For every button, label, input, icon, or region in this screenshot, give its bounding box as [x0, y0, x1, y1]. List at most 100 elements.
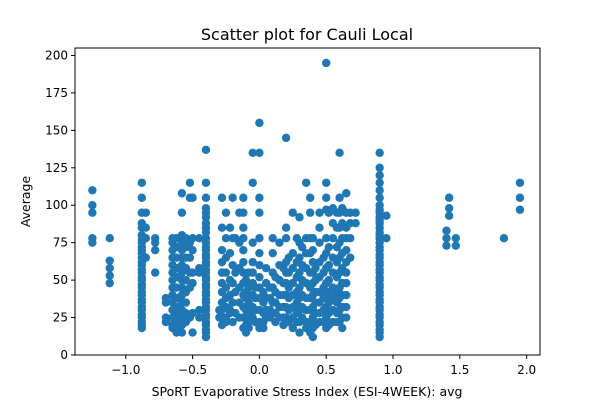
data-point [261, 263, 271, 273]
data-point [244, 323, 253, 333]
data-point [308, 245, 318, 255]
data-point [195, 313, 204, 322]
data-point [335, 148, 344, 158]
y-tick-label: 100 [45, 198, 68, 212]
data-point [342, 313, 351, 322]
data-point [221, 313, 231, 322]
data-point [515, 193, 525, 202]
data-point [346, 233, 355, 243]
data-point [188, 245, 197, 255]
data-point [239, 223, 248, 232]
data-point [451, 241, 461, 250]
data-point [259, 323, 268, 333]
data-point [342, 302, 351, 312]
y-tick-label: 50 [53, 273, 68, 287]
data-point [150, 245, 160, 255]
data-point [137, 178, 147, 187]
data-point [181, 298, 191, 307]
data-point [288, 278, 297, 288]
data-point [248, 268, 257, 277]
data-point [324, 242, 334, 252]
data-point [217, 193, 227, 202]
x-tick-label: 2.0 [517, 363, 536, 377]
data-point [375, 186, 384, 195]
y-axis-ticks: 0 25 50 75 100 125 150 175 200 [45, 48, 75, 362]
data-point [382, 211, 391, 220]
data-point [177, 328, 187, 337]
data-point [255, 260, 264, 270]
data-point [137, 193, 147, 202]
data-point [239, 233, 248, 243]
data-point [105, 263, 114, 273]
data-point [288, 263, 297, 273]
data-point [150, 238, 160, 247]
x-tick-label: −0.5 [178, 363, 207, 377]
data-point [382, 233, 391, 243]
data-point [105, 233, 114, 243]
data-point [322, 58, 331, 68]
data-point [281, 233, 291, 243]
data-point [342, 268, 351, 277]
x-tick-label: −1.0 [111, 363, 140, 377]
data-point [375, 148, 384, 158]
data-point [308, 332, 318, 342]
data-point [275, 238, 284, 247]
data-point [225, 248, 235, 258]
data-point [295, 213, 304, 222]
data-point [281, 133, 291, 143]
data-point [375, 332, 384, 342]
data-point [375, 193, 384, 202]
data-point [228, 298, 237, 307]
data-point [201, 145, 211, 155]
data-point [105, 256, 114, 265]
data-point [338, 323, 347, 333]
data-point [88, 186, 97, 195]
data-point [255, 148, 264, 158]
data-point [315, 208, 324, 217]
data-point [88, 208, 97, 217]
data-point [188, 233, 197, 243]
x-tick-label: 1.0 [383, 363, 402, 377]
data-point [342, 290, 351, 300]
data-point [248, 178, 257, 187]
chart-title: Scatter plot for Cauli Local [201, 25, 413, 44]
x-tick-label: 1.5 [450, 363, 469, 377]
data-point [185, 178, 195, 187]
data-point [315, 223, 324, 232]
data-point [221, 283, 231, 292]
data-point [444, 204, 454, 213]
data-point [255, 272, 264, 282]
data-point [255, 233, 264, 243]
data-point [217, 223, 227, 232]
plot-area-frame [74, 47, 541, 356]
data-point [161, 317, 171, 327]
y-tick-label: 150 [45, 123, 68, 137]
data-point [195, 305, 204, 315]
data-point [217, 320, 227, 330]
data-point [188, 278, 197, 288]
data-point [342, 189, 351, 198]
data-point [228, 260, 237, 270]
data-point [268, 233, 277, 243]
data-point [515, 205, 525, 214]
data-point [239, 193, 248, 202]
data-point [221, 233, 231, 243]
data-point [342, 278, 351, 288]
data-point [177, 208, 187, 217]
data-point [221, 268, 231, 277]
data-point [288, 208, 297, 217]
data-point [375, 163, 384, 172]
x-axis-label: SPoRT Evaporative Stress Index (ESI-4WEE… [152, 384, 463, 399]
data-point [239, 208, 248, 217]
data-point [201, 178, 211, 187]
data-point [105, 278, 114, 288]
data-point [255, 208, 264, 217]
data-points [88, 58, 525, 342]
y-tick-label: 75 [53, 236, 68, 250]
y-tick-label: 0 [60, 348, 68, 362]
data-point [305, 208, 315, 217]
data-point [301, 178, 311, 187]
data-point [241, 275, 251, 285]
data-point [248, 148, 257, 158]
